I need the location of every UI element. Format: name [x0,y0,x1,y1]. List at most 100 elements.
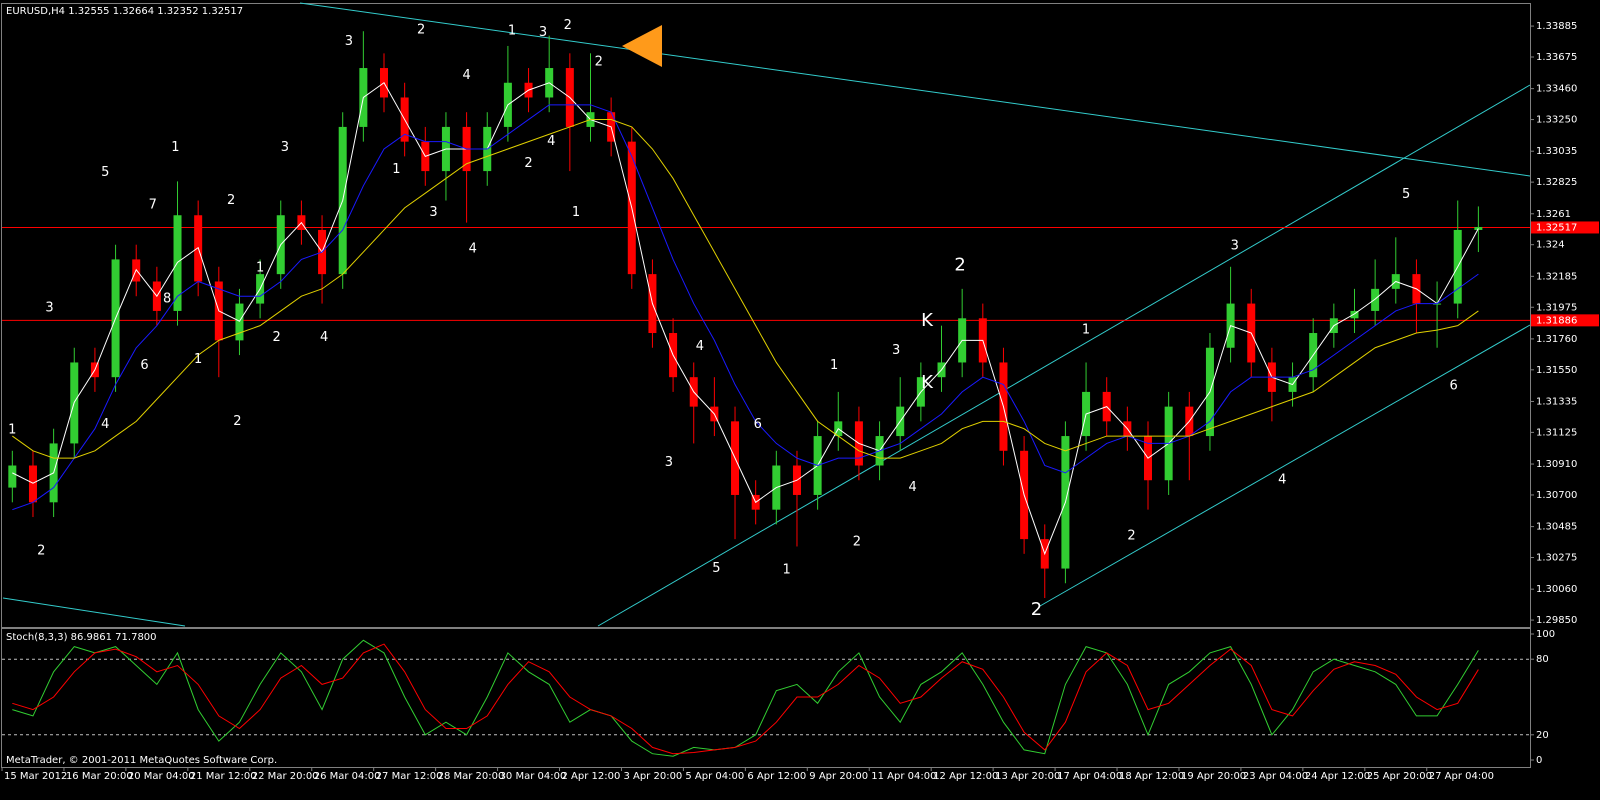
wave-label: K [921,372,934,393]
x-tick-label: 2 Apr 12:00 [562,771,621,782]
x-tick-label: 26 Mar 04:00 [314,771,381,782]
y-tick-label: 1.30700 [1536,490,1577,501]
wave-label: 1 [256,261,264,276]
wave-label: 3 [429,205,437,220]
wave-label: 1 [830,358,838,373]
wave-label: 2 [1127,529,1135,544]
price-tag [1531,221,1599,234]
wave-label: 5 [1402,187,1410,202]
wave-label: 6 [754,417,762,432]
x-tick-label: 5 Apr 04:00 [685,771,744,782]
moving-average [12,82,1479,556]
wave-label: 6 [1449,379,1457,394]
wave-label: 3 [45,300,53,315]
wave-label: 1 [392,162,400,177]
y-tick-label: 1.31335 [1536,396,1577,407]
price-tag-label: 1.31886 [1536,315,1577,326]
x-tick-label: 17 Apr 04:00 [1057,771,1122,782]
x-tick-label: 27 Apr 04:00 [1429,771,1494,782]
x-tick-label: 20 Mar 04:00 [128,771,195,782]
chart-title: EURUSD,H4 1.32555 1.32664 1.32352 1.3251… [6,6,243,17]
candle-body [235,303,244,341]
y-tick-label: 1.33250 [1536,115,1577,126]
y-tick-label: 20 [1536,730,1549,741]
y-tick-label: 1.31760 [1536,334,1577,345]
wave-label: 4 [696,339,704,354]
y-tick-label: 100 [1536,629,1555,640]
candle-body [1350,310,1359,319]
wave-label: 3 [345,34,353,49]
wave-label: 2 [1031,599,1042,620]
y-tick-label: 1.31125 [1536,427,1577,438]
y-tick-label: 1.31975 [1536,302,1577,313]
wave-label: 3 [1231,239,1239,254]
x-tick-label: 23 Apr 04:00 [1243,771,1308,782]
wave-label: 3 [665,455,673,470]
wave-label: 8 [163,292,171,307]
y-tick-label: 1.33460 [1536,84,1577,95]
wave-label: 1 [572,205,580,220]
y-tick-label: 1.32185 [1536,271,1577,282]
wave-label: 4 [469,242,477,257]
wave-label: 6 [140,358,148,373]
x-tick-label: 9 Apr 20:00 [809,771,868,782]
wave-label: 5 [712,561,720,576]
stoch-line [12,643,1479,755]
wave-label: 4 [462,68,470,83]
wave-label: 1 [508,24,516,39]
x-tick-label: 11 Apr 04:00 [871,771,936,782]
y-tick-label: 1.33035 [1536,146,1577,157]
y-tick-label: 1.30910 [1536,459,1577,470]
candle-body [1371,288,1380,311]
wave-label: 2 [564,18,572,33]
y-tick-label: 0 [1536,755,1542,766]
x-tick-label: 6 Apr 12:00 [747,771,806,782]
y-tick-label: 1.29850 [1536,615,1577,626]
trendline [1039,324,1531,607]
x-tick-label: 12 Apr 12:00 [933,771,998,782]
trendline [299,2,1531,177]
indicator-title: Stoch(8,3,3) 86.9861 71.7800 [6,632,157,643]
stoch-line [12,639,1479,757]
candle-body [8,465,17,488]
wave-label: 4 [320,330,328,345]
wave-label: 5 [101,165,109,180]
wave-label: 1 [783,563,791,578]
wave-label: 3 [892,343,900,358]
wave-label: 2 [524,156,532,171]
wave-label: 2 [853,535,861,550]
wave-label: 4 [1278,473,1286,488]
wave-label: 4 [101,417,109,432]
x-tick-label: 25 Apr 20:00 [1367,771,1432,782]
wave-label: 4 [547,134,555,149]
y-tick-label: 1.3261 [1536,209,1571,220]
candle-body [1474,227,1483,230]
wave-label: 2 [37,543,45,558]
x-tick-label: 28 Mar 20:00 [438,771,505,782]
arrow-marker [622,25,662,67]
wave-label: 1 [1082,323,1090,338]
x-tick-label: 18 Apr 12:00 [1119,771,1184,782]
wave-label: 7 [149,197,157,212]
main-pane [1,3,1531,628]
y-tick-label: 1.31550 [1536,365,1577,376]
moving-average [12,104,1479,511]
x-tick-label: 30 Mar 04:00 [500,771,567,782]
x-tick-label: 19 Apr 20:00 [1181,771,1246,782]
y-tick-label: 1.30485 [1536,522,1577,533]
wave-label: 2 [954,254,965,275]
x-tick-label: 3 Apr 20:00 [623,771,682,782]
wave-label: 4 [908,480,916,495]
wave-label: 2 [595,55,603,70]
y-tick-label: 1.33675 [1536,52,1577,63]
y-tick-label: 1.30060 [1536,584,1577,595]
stoch-pane [1,628,1531,768]
y-tick-label: 80 [1536,654,1549,665]
y-tick-label: 1.32825 [1536,177,1577,188]
wave-label: 2 [417,22,425,37]
x-tick-label: 13 Apr 20:00 [995,771,1060,782]
x-tick-label: 24 Apr 12:00 [1305,771,1370,782]
y-tick-label: 1.33885 [1536,21,1577,32]
